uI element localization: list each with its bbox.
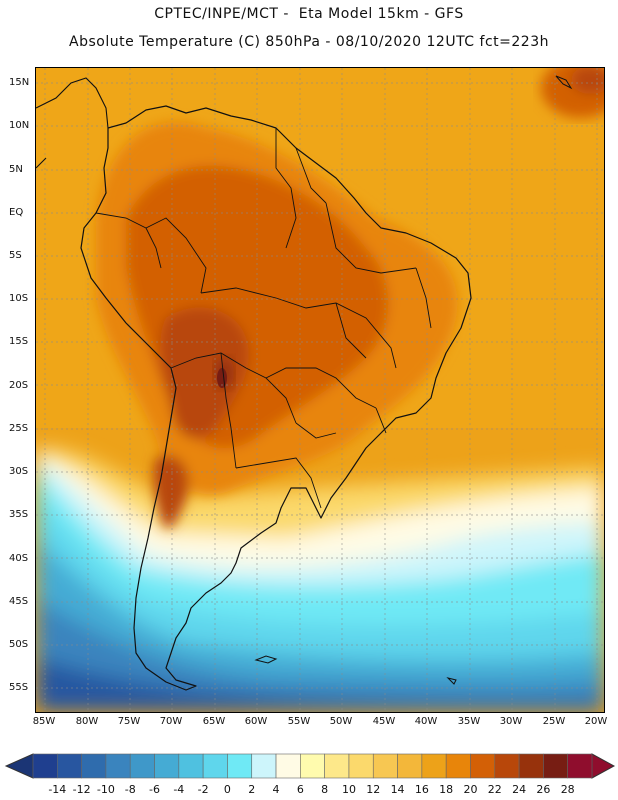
colorbar-tick-label: -2 [197, 783, 209, 796]
lon-label: 40W [414, 716, 438, 727]
lat-label: 50S [9, 639, 29, 650]
colorbar-tick-label: 16 [414, 783, 429, 796]
lon-label: 65W [202, 716, 226, 727]
colorbar-swatch [494, 753, 520, 779]
colorbar-swatch [567, 753, 593, 779]
south-america-coastline [80, 105, 472, 691]
colorbar-tick-label: -4 [173, 783, 185, 796]
colorbar-tick-label: 14 [390, 783, 405, 796]
colorbar-max-arrow [591, 753, 616, 779]
lat-label: EQ [9, 207, 24, 218]
colorbar-swatch [129, 753, 155, 779]
lat-label: 25S [9, 423, 29, 434]
lat-label: 55S [9, 682, 29, 693]
lat-label: 15N [9, 77, 30, 88]
lat-label: 15S [9, 336, 29, 347]
colorbar-swatch [300, 753, 325, 779]
colorbar-tick-label: 22 [487, 783, 502, 796]
map-canvas [36, 68, 604, 712]
colorbar-swatch [227, 753, 253, 779]
lon-label: 80W [75, 716, 99, 727]
colorbar-tick-label: 6 [296, 783, 304, 796]
lat-label: 20S [9, 380, 29, 391]
colorbar-tick-label: 26 [536, 783, 551, 796]
colorbar-swatch [470, 753, 496, 779]
lat-label: 45S [9, 596, 29, 607]
graticule [36, 68, 604, 712]
colorbar-tick-label: 4 [272, 783, 280, 796]
lat-label: 10S [9, 293, 29, 304]
lat-label: 5S [9, 250, 22, 261]
colorbar-tick-label: 8 [321, 783, 329, 796]
colorbar-tick-label: -10 [96, 783, 115, 796]
colorbar-swatch [32, 753, 58, 779]
colorbar-tick-label: -12 [72, 783, 91, 796]
colorbar-tick-label: 20 [463, 783, 478, 796]
lat-label: 10N [9, 120, 30, 131]
colorbar-swatch [324, 753, 350, 779]
colorbar-swatch [81, 753, 107, 779]
colorbar-tick-label: -8 [124, 783, 136, 796]
colorbar-swatch [105, 753, 131, 779]
colorbar-swatch [57, 753, 82, 779]
lat-label: 40S [9, 553, 29, 564]
lon-label: 25W [542, 716, 566, 727]
colorbar-swatch [397, 753, 423, 779]
lon-label: 75W [117, 716, 141, 727]
colorbar-tick-label: 18 [439, 783, 454, 796]
colorbar-tick-label: 2 [248, 783, 256, 796]
lon-label: 50W [329, 716, 353, 727]
temperature-map[interactable] [35, 67, 605, 713]
colorbar-swatch [202, 753, 228, 779]
colorbar-tick-label: 24 [512, 783, 527, 796]
lon-label: 45W [372, 716, 396, 727]
colorbar-swatch [275, 753, 301, 779]
country-borders [95, 128, 432, 509]
colorbar-tick-label: 10 [341, 783, 356, 796]
colorbar-swatch [154, 753, 180, 779]
lon-label: 85W [32, 716, 56, 727]
colorbar-swatch [445, 753, 471, 779]
lon-label: 70W [159, 716, 183, 727]
lon-label: 35W [457, 716, 481, 727]
colorbar-tick-label: 12 [366, 783, 381, 796]
lon-label: 20W [584, 716, 608, 727]
colorbar-swatch [178, 753, 204, 779]
colorbar-swatch [518, 753, 544, 779]
colorbar-swatch [251, 753, 277, 779]
title-field: Absolute Temperature (C) 850hPa - 08/10/… [69, 34, 549, 50]
lon-label: 60W [244, 716, 268, 727]
lon-label: 55W [287, 716, 311, 727]
colorbar-min-arrow [4, 753, 34, 779]
lat-label: 30S [9, 466, 29, 477]
colorbar-tick-label: 0 [223, 783, 231, 796]
colorbar-tick-label: 28 [560, 783, 575, 796]
colorbar-swatch [421, 753, 447, 779]
colorbar-swatch [348, 753, 374, 779]
colorbar-tick-label: -14 [48, 783, 67, 796]
colorbar [4, 753, 616, 779]
colorbar-swatch [372, 753, 398, 779]
title-model: CPTEC/INPE/MCT - Eta Model 15km - GFS [154, 6, 464, 22]
colorbar-tick-label: -6 [149, 783, 160, 796]
lon-label: 30W [499, 716, 523, 727]
colorbar-swatch [543, 753, 568, 779]
warm-interior [96, 122, 458, 529]
lat-label: 5N [9, 164, 23, 175]
lat-label: 35S [9, 509, 29, 520]
